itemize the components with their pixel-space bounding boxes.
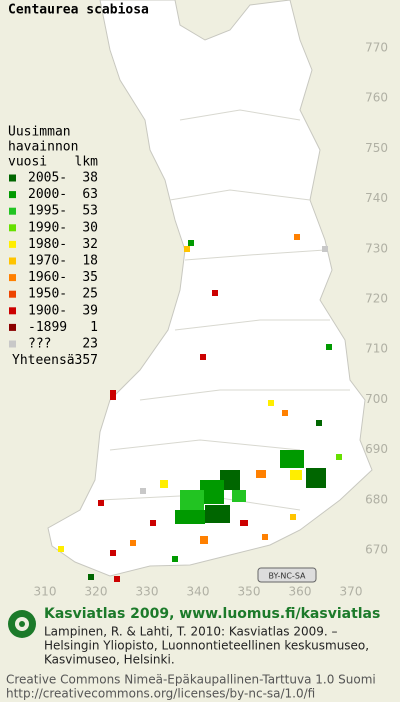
observation-squares	[58, 234, 342, 582]
legend: Uusimman havainnon vuosi lkm 2005- 38 2000…	[8, 125, 98, 369]
legend-count: 1	[90, 320, 98, 335]
grid-x-label: 310	[34, 585, 57, 599]
grid-y-label: 690	[365, 442, 388, 456]
cc-badge	[257, 567, 317, 583]
legend-heading: Uusimman	[8, 125, 71, 140]
legend-label: 1960-	[28, 270, 67, 285]
grid-x-label: 330	[136, 585, 159, 599]
legend-swatch	[9, 224, 16, 232]
license: http://creativecommons.org/licenses/by-n…	[6, 687, 315, 701]
legend-swatch	[9, 257, 16, 265]
legend-swatch	[9, 274, 16, 282]
grid-x-label: 370	[340, 585, 363, 599]
legend-total-label: Yhteensä	[12, 353, 75, 368]
cc-badge-text: BY-NC-SA	[268, 572, 306, 581]
grid-y-label: 670	[365, 543, 388, 557]
citation: Lampinen, R. & Lahti, T. 2010: Kasviatla…	[44, 625, 338, 639]
grid-x-label: 320	[85, 585, 108, 599]
grid-y-label: 710	[365, 342, 388, 356]
grid-y-label: 760	[365, 91, 388, 105]
grid-y-label: 740	[365, 191, 388, 205]
grid-y-label: 730	[365, 241, 388, 255]
grid-y-label: 700	[365, 392, 388, 406]
legend-label: 2000-	[28, 187, 67, 202]
legend-count: 23	[82, 337, 98, 352]
legend-swatch	[9, 240, 16, 248]
legend-label: 2005-	[28, 171, 67, 186]
citation: Helsingin Yliopisto, Luonnontieteellinen…	[44, 639, 369, 653]
legend-count: 38	[82, 171, 98, 186]
legend-swatch	[9, 290, 16, 298]
legend-label: 1980-	[28, 237, 67, 252]
legend-column-header: lkm	[75, 155, 99, 170]
legend-count: 53	[82, 204, 98, 219]
legend-total: 357	[75, 353, 98, 368]
legend-label: 1990-	[28, 220, 67, 235]
logo	[8, 610, 36, 638]
legend-swatch	[9, 207, 16, 215]
grid-x-label: 360	[289, 585, 312, 599]
citation: Kasvimuseo, Helsinki.	[44, 653, 175, 667]
legend-swatch	[9, 307, 16, 315]
legend-count: 32	[82, 237, 98, 252]
legend-count: 18	[82, 254, 98, 269]
legend-swatch	[9, 174, 16, 182]
legend-label: 1970-	[28, 254, 67, 269]
legend-count: 63	[82, 187, 98, 202]
grid-y-label: 680	[365, 492, 388, 506]
legend-swatch	[9, 191, 16, 199]
grid-x-label: 350	[238, 585, 261, 599]
brand: Kasviatlas 2009, www.luomus.fi/kasviatla…	[44, 606, 380, 622]
region-borders	[99, 109, 350, 511]
map-title: Centaurea scabiosa	[8, 3, 149, 18]
legend-heading: havainnon	[8, 140, 78, 155]
legend-label: -1899	[28, 320, 67, 335]
license: Creative Commons Nimeä-Epäkaupallinen-Ta…	[6, 673, 376, 687]
grid-y-label: 720	[365, 292, 388, 306]
legend-count: 30	[82, 220, 98, 235]
grid-x-label: 340	[187, 585, 210, 599]
legend-label: ???	[28, 337, 51, 352]
legend-count: 35	[82, 270, 98, 285]
legend-count: 39	[82, 303, 98, 318]
legend-count: 25	[82, 287, 98, 302]
legend-label: 1900-	[28, 303, 67, 318]
legend-swatch	[9, 340, 16, 348]
legend-label: 1950-	[28, 287, 67, 302]
map-land	[47, 0, 373, 577]
grid-y-label: 770	[365, 41, 388, 55]
legend-swatch	[9, 323, 16, 331]
legend-column-header: vuosi	[8, 155, 47, 170]
grid-y-label: 750	[365, 141, 388, 155]
legend-label: 1995-	[28, 204, 67, 219]
